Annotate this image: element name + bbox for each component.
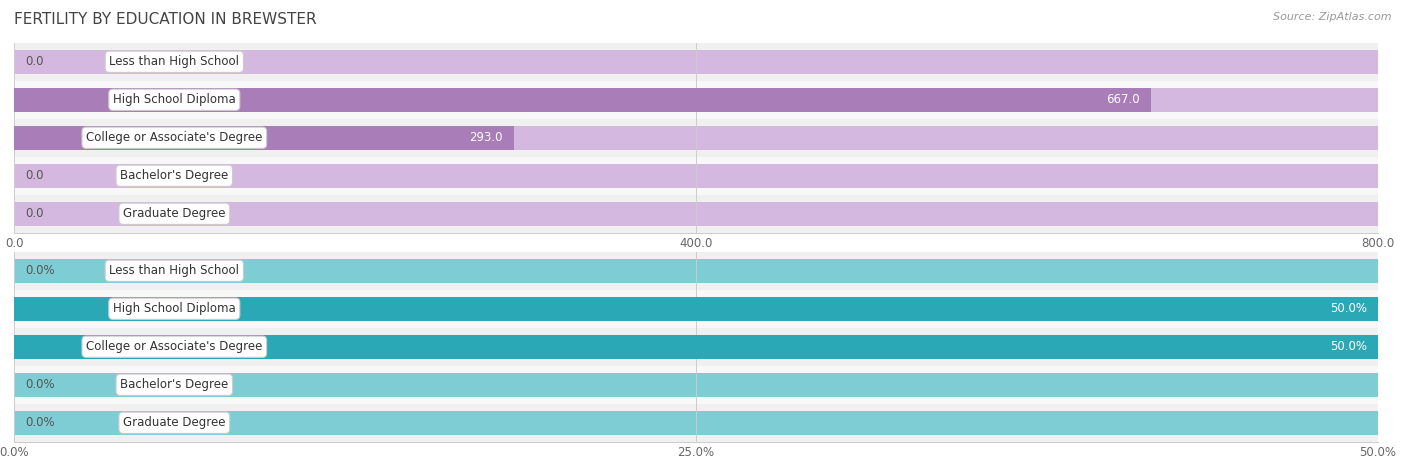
Bar xyxy=(14,202,1378,226)
Bar xyxy=(14,88,1378,112)
Bar xyxy=(14,404,1378,442)
Text: 0.0: 0.0 xyxy=(25,207,44,220)
Bar xyxy=(14,411,1378,435)
Text: 293.0: 293.0 xyxy=(470,131,503,144)
Text: 0.0%: 0.0% xyxy=(25,416,55,429)
Bar xyxy=(14,297,1378,321)
Text: College or Associate's Degree: College or Associate's Degree xyxy=(86,131,263,144)
Bar xyxy=(14,195,1378,233)
Text: Less than High School: Less than High School xyxy=(110,264,239,277)
Bar xyxy=(14,164,1378,188)
Text: Source: ZipAtlas.com: Source: ZipAtlas.com xyxy=(1274,12,1392,22)
Bar xyxy=(14,88,1152,112)
Bar xyxy=(14,290,1378,328)
Text: 0.0: 0.0 xyxy=(25,55,44,68)
Bar xyxy=(14,335,1378,359)
Text: Bachelor's Degree: Bachelor's Degree xyxy=(120,169,228,182)
Bar xyxy=(14,259,1378,283)
Bar xyxy=(14,373,1378,397)
Text: Less than High School: Less than High School xyxy=(110,55,239,68)
Text: 667.0: 667.0 xyxy=(1107,93,1140,106)
Bar xyxy=(14,157,1378,195)
Bar xyxy=(14,297,1378,321)
Bar xyxy=(14,119,1378,157)
Bar xyxy=(14,126,513,150)
Bar xyxy=(14,43,1378,81)
Bar xyxy=(14,81,1378,119)
Text: High School Diploma: High School Diploma xyxy=(112,93,236,106)
Bar xyxy=(14,50,1378,74)
Bar xyxy=(14,366,1378,404)
Text: 50.0%: 50.0% xyxy=(1330,302,1367,315)
Text: 50.0%: 50.0% xyxy=(1330,340,1367,353)
Text: 0.0%: 0.0% xyxy=(25,264,55,277)
Bar xyxy=(14,252,1378,290)
Bar xyxy=(14,335,1378,359)
Text: Bachelor's Degree: Bachelor's Degree xyxy=(120,378,228,391)
Bar xyxy=(14,126,1378,150)
Text: Graduate Degree: Graduate Degree xyxy=(124,207,225,220)
Text: 0.0: 0.0 xyxy=(25,169,44,182)
Text: Graduate Degree: Graduate Degree xyxy=(124,416,225,429)
Text: High School Diploma: High School Diploma xyxy=(112,302,236,315)
Text: 0.0%: 0.0% xyxy=(25,378,55,391)
Bar xyxy=(14,328,1378,366)
Text: College or Associate's Degree: College or Associate's Degree xyxy=(86,340,263,353)
Text: FERTILITY BY EDUCATION IN BREWSTER: FERTILITY BY EDUCATION IN BREWSTER xyxy=(14,12,316,27)
